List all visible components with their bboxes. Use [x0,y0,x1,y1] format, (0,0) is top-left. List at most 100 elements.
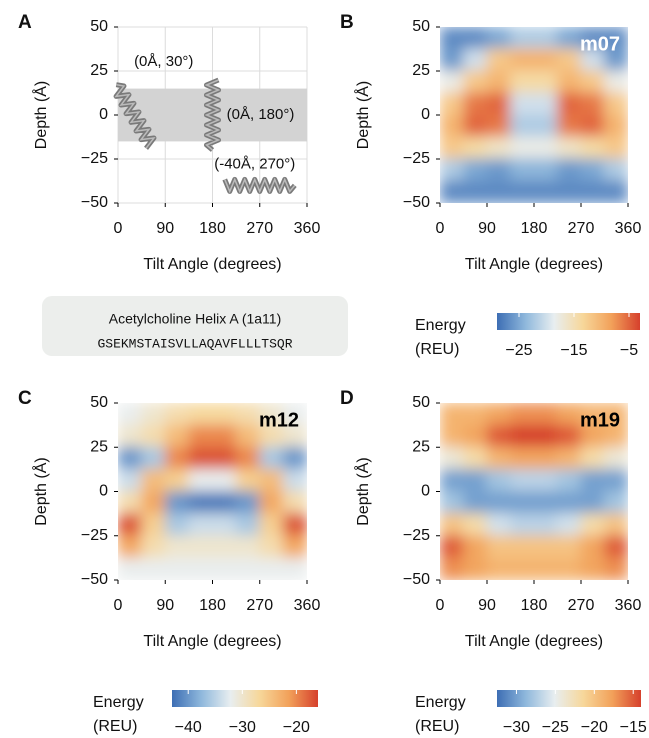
y-tick-label: 50 [90,394,108,411]
heatmap-cell [463,27,488,50]
colorbar-tick-label: −25 [505,342,532,359]
heatmap-cell [557,180,582,203]
panel-title: m19 [580,409,620,431]
heatmap-cell [533,180,558,203]
x-tick-label: 180 [199,597,226,614]
helix-shade [204,79,221,151]
heatmap-cell [580,535,605,559]
heatmap-cell [533,424,558,448]
heatmap-cell [235,491,261,515]
panel-letter: D [340,388,354,409]
heatmap-cell [282,513,307,537]
heatmap-cell [259,403,284,426]
sequence: GSEKMSTAISVLLAQAVFLLLTSQR [97,336,292,351]
x-tick-label: 180 [521,597,548,614]
y-tick-label: 25 [412,62,430,79]
heatmap-cell [282,557,307,580]
heatmap-cell [557,136,582,160]
heatmap-cell [604,513,628,537]
heatmap-cell [580,27,605,50]
heatmap-cell [440,446,464,470]
heatmap [440,403,628,580]
heatmap-cell [580,446,605,470]
colorbar [497,690,641,707]
heatmap-cell [510,424,535,448]
heatmap-cell [440,158,464,182]
x-tick-label: 180 [521,220,548,237]
heatmap-cell [164,403,190,426]
heatmap-cell [486,92,511,116]
x-tick-label: 270 [246,220,273,237]
heatmap-cell [557,491,582,515]
colorbar-tick-label: −20 [581,719,608,736]
panel-letter: C [18,388,32,409]
y-tick-label: 50 [412,18,430,35]
heatmap-cell [533,535,558,559]
heatmap-cell [259,424,284,448]
heatmap-cell [235,557,261,580]
heatmap-cell [486,557,511,580]
heatmap-cell [463,114,488,138]
heatmap-cell [118,513,143,537]
heatmap-cell [141,468,166,492]
heatmap-cell [533,70,558,94]
heatmap-cell [440,114,464,138]
heatmap-cell [580,424,605,448]
heatmap-cell [604,114,628,138]
y-tick-label: 50 [412,394,430,411]
heatmap-cell [580,557,605,580]
heatmap-cell [212,535,237,559]
colorbar-unit: (REU) [93,718,137,735]
heatmap-cell [141,424,166,448]
heatmap-cell [118,557,143,580]
panel-letter: B [340,12,354,33]
heatmap-cell [212,403,237,426]
heatmap-cell [282,403,307,426]
heatmap-cell [510,114,535,138]
heatmap-cell [604,92,628,116]
heatmap-cell [188,491,213,515]
heatmap-cell [259,491,284,515]
heatmap-cell [533,513,558,537]
heatmap-cell [580,136,605,160]
sequence-title: Acetylcholine Helix A (1a11) [109,311,282,327]
helix-label: (-40Å, 270°) [214,155,295,172]
heatmap-cell [235,403,261,426]
heatmap-cell [440,491,464,515]
y-tick-label: 25 [90,438,108,455]
heatmap-cell [510,70,535,94]
heatmap-cell [486,27,511,50]
heatmap-cell [188,513,213,537]
heatmap-cell [440,92,464,116]
heatmap-cell [510,468,535,492]
panel-letter: A [18,12,32,33]
heatmap-cell [486,513,511,537]
heatmap-cell [486,158,511,182]
colorbar-tick-label: −25 [542,719,569,736]
heatmap-cell [463,424,488,448]
x-tick-label: 0 [114,597,123,614]
heatmap-cell [212,557,237,580]
heatmap-cell [604,535,628,559]
heatmap-cell [604,180,628,203]
heatmap-cell [510,446,535,470]
heatmap-cell [533,92,558,116]
heatmap-cell [463,513,488,537]
heatmap-cell [580,403,605,426]
heatmap-cell [463,180,488,203]
heatmap-cell [510,513,535,537]
heatmap-cell [118,468,143,492]
heatmap-cell [212,446,237,470]
heatmap-cell [282,424,307,448]
heatmap-cell [212,513,237,537]
heatmap-cell [259,446,284,470]
heatmap-cell [259,535,284,559]
heatmap-cell [580,92,605,116]
y-tick-label: −25 [81,150,108,167]
heatmap-cell [533,491,558,515]
x-tick-label: 0 [436,220,445,237]
heatmap-cell [604,468,628,492]
x-tick-label: 180 [199,220,226,237]
y-tick-label: −50 [403,194,430,211]
x-tick-label: 0 [436,597,445,614]
